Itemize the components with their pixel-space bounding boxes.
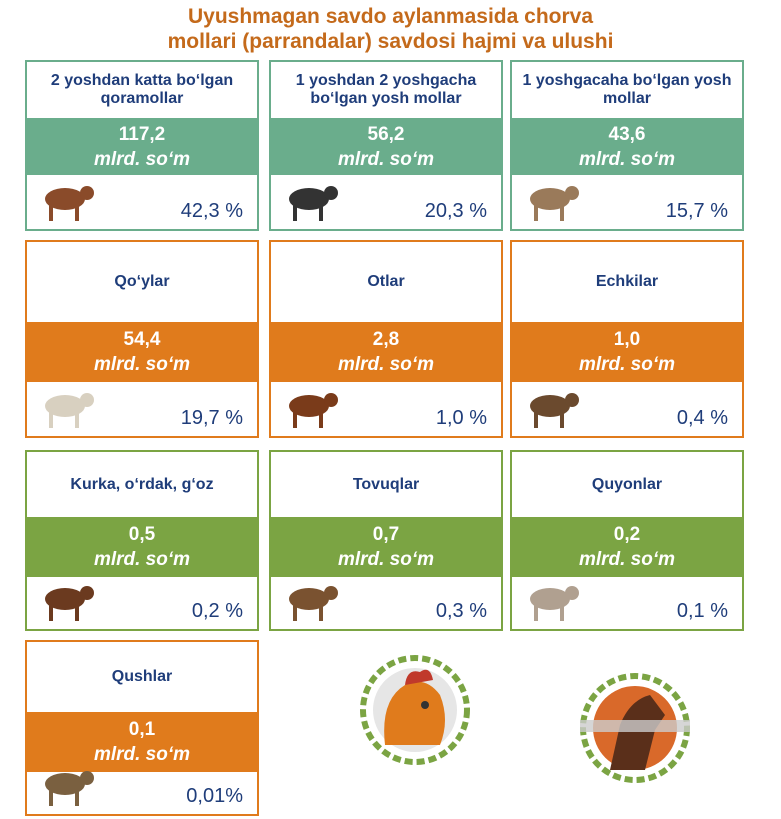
unit: mlrd. so‘m xyxy=(337,549,435,570)
card: Qo‘ylar 54,4 mlrd. so‘m 19,7 % xyxy=(25,240,259,438)
value-band: 2,8 mlrd. so‘m xyxy=(269,322,503,382)
animal-icon xyxy=(530,186,579,221)
share: 0,4 % xyxy=(676,407,728,429)
logo-horse xyxy=(580,673,690,783)
animal-icon xyxy=(45,393,94,428)
animal-icon xyxy=(45,771,94,806)
value: 0,1 xyxy=(128,719,156,740)
share: 0,1 % xyxy=(676,600,728,622)
unit: mlrd. so‘m xyxy=(93,744,191,765)
unit: mlrd. so‘m xyxy=(93,354,191,375)
value-band: 54,4 mlrd. so‘m xyxy=(25,322,259,382)
share: 0,01% xyxy=(186,785,243,807)
value: 117,2 xyxy=(118,123,166,145)
value-band: 43,6 mlrd. so‘m xyxy=(510,118,744,175)
value: 2,8 xyxy=(372,329,400,350)
unit: mlrd. so‘m xyxy=(578,354,676,375)
card: Kurka, o‘rdak, g‘oz 0,5 mlrd. so‘m 0,2 % xyxy=(25,450,259,631)
card: 1 yoshgacaha bo‘lgan yosh mollar 43,6 mlrd… xyxy=(510,60,744,231)
card: Quyonlar 0,2 mlrd. so‘m 0,1 % xyxy=(510,450,744,631)
title-line: mollari (parrandalar) savdosi hajmi va u… xyxy=(167,30,614,53)
card-label: 2 yoshdan katta bo‘lgan qoramollar xyxy=(50,72,234,107)
logo-rooster xyxy=(360,655,470,765)
animal-icon xyxy=(530,393,579,428)
card-label: Kurka, o‘rdak, g‘oz xyxy=(70,475,214,493)
value-band: 0,2 mlrd. so‘m xyxy=(510,517,744,577)
title-line: Uyushmagan savdo aylanmasida chorva xyxy=(188,5,593,28)
card-label: Tovuqlar xyxy=(352,475,420,493)
card-label: Echkilar xyxy=(595,273,659,290)
value-band: 0,1 mlrd. so‘m xyxy=(25,712,259,772)
share: 20,3 % xyxy=(424,200,487,222)
title: Uyushmagan savdo aylanmasida chorva moll… xyxy=(0,4,781,54)
card-label: Otlar xyxy=(367,273,405,290)
card: Qushlar 0,1 mlrd. so‘m 0,01% xyxy=(25,640,259,816)
card: 2 yoshdan katta bo‘lgan qoramollar 117,2 m… xyxy=(25,60,259,231)
animal-icon xyxy=(289,586,338,621)
card-label: Qo‘ylar xyxy=(114,273,170,290)
value: 0,7 xyxy=(372,524,400,545)
unit: mlrd. so‘m xyxy=(93,549,191,570)
card: Otlar 2,8 mlrd. so‘m 1,0 % xyxy=(269,240,503,438)
value: 0,2 xyxy=(613,524,641,545)
unit: mlrd. so‘m xyxy=(337,148,435,170)
card: Echkilar 1,0 mlrd. so‘m 0,4 % xyxy=(510,240,744,438)
value-band: 0,5 mlrd. so‘m xyxy=(25,517,259,577)
unit: mlrd. so‘m xyxy=(578,148,676,170)
unit: mlrd. so‘m xyxy=(93,148,191,170)
value: 43,6 xyxy=(608,123,646,145)
share: 42,3 % xyxy=(180,200,243,222)
value-band: 1,0 mlrd. so‘m xyxy=(510,322,744,382)
card: 1 yoshdan 2 yoshgacha bo‘lgan yosh molla… xyxy=(269,60,503,231)
animal-icon xyxy=(289,393,338,428)
value-band: 117,2 mlrd. so‘m xyxy=(25,118,259,175)
card-label: 1 yoshgacaha bo‘lgan yosh mollar xyxy=(522,72,732,107)
unit: mlrd. so‘m xyxy=(337,354,435,375)
unit: mlrd. so‘m xyxy=(578,549,676,570)
share: 15,7 % xyxy=(665,200,728,222)
card: Tovuqlar 0,7 mlrd. so‘m 0,3 % xyxy=(269,450,503,631)
value-band: 56,2 mlrd. so‘m xyxy=(269,118,503,175)
share: 0,3 % xyxy=(435,600,487,622)
card-label: Qushlar xyxy=(111,668,173,685)
value: 56,2 xyxy=(367,123,405,145)
value: 0,5 xyxy=(128,524,156,545)
animal-icon xyxy=(289,186,338,221)
animal-icon xyxy=(45,186,94,221)
value: 54,4 xyxy=(123,329,161,350)
share: 1,0 % xyxy=(435,407,487,429)
share: 0,2 % xyxy=(191,600,243,622)
card-label: Quyonlar xyxy=(591,475,663,493)
share: 19,7 % xyxy=(180,407,243,429)
value-band: 0,7 mlrd. so‘m xyxy=(269,517,503,577)
animal-icon xyxy=(530,586,579,621)
card-label: 1 yoshdan 2 yoshgacha bo‘lgan yosh molla… xyxy=(295,72,477,107)
animal-icon xyxy=(45,586,94,621)
value: 1,0 xyxy=(613,329,641,350)
